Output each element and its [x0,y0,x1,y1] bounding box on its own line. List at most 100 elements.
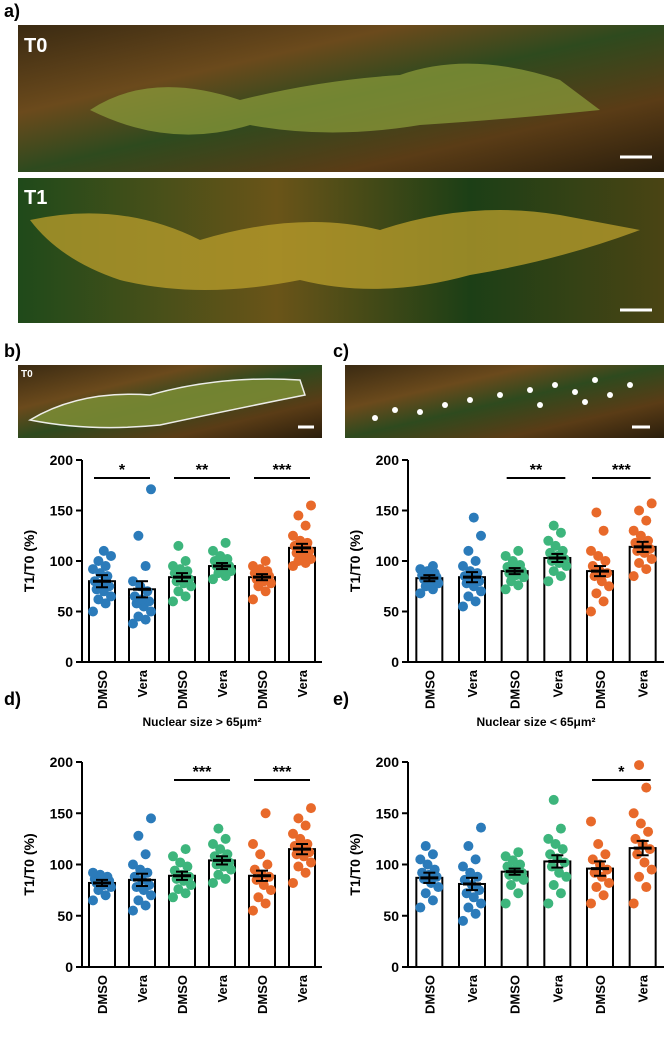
data-point [106,591,116,602]
data-point [470,908,481,919]
x-tick-label: Vera [636,669,651,697]
y-tick-label: 0 [391,959,399,975]
micrograph-b [18,365,322,438]
data-point [604,581,614,592]
x-tick-label: DMSO [255,975,270,1014]
data-point [106,550,116,561]
y-tick-label: 50 [383,604,399,620]
data-point [144,880,155,890]
data-point [306,857,316,868]
data-point [646,864,657,875]
data-point [586,606,596,617]
micrograph-t1 [18,178,664,323]
data-point [260,586,271,597]
data-point [293,813,304,824]
panel-label: c) [333,341,349,361]
significance-label: * [618,764,625,781]
data-point [140,561,151,572]
y-tick-label: 150 [50,503,74,519]
data-point [470,556,481,566]
data-point [209,851,220,862]
data-point [593,550,604,561]
data-point [500,851,511,862]
y-tick-label: 50 [383,908,399,924]
data-point [587,561,598,572]
data-point [463,841,474,852]
data-point [422,859,433,870]
data-point [146,606,156,617]
data-point [168,851,178,862]
data-point [641,515,652,526]
data-point [417,867,428,878]
data-point [630,833,641,844]
x-tick-label: DMSO [95,670,110,709]
data-point [513,888,524,899]
x-tick-label: DMSO [255,670,270,709]
data-point [128,618,138,629]
data-point [173,540,184,551]
x-tick-label: Vera [215,669,230,697]
data-point [632,849,643,860]
data-point [550,540,561,551]
image-label: T0 [21,369,33,380]
data-point [646,498,657,509]
x-tick-label: DMSO [175,670,190,709]
data-point [427,561,438,572]
x-tick-label: DMSO [593,975,608,1014]
data-point [208,839,218,849]
x-tick-label: Vera [465,974,480,1002]
data-point [545,849,556,860]
panel-label: e) [333,689,349,709]
data-point [88,895,98,906]
data-point [474,885,485,896]
x-tick-label: DMSO [175,975,190,1014]
data-point [220,833,231,844]
data-point [513,545,524,556]
chart-title: Nuclear size > 65μm² [142,715,261,729]
significance-label: * [119,462,126,479]
data-point [133,530,144,541]
data-point [596,576,607,587]
data-point [586,898,596,909]
data-point [548,880,559,890]
data-point [548,520,559,531]
data-point [507,556,518,566]
significance-label: *** [273,764,292,781]
data-point [220,537,231,548]
data-point [600,849,611,860]
data-point [415,854,426,865]
data-point [88,564,98,575]
data-point [587,854,598,865]
data-point [635,818,646,829]
x-tick-label: Vera [295,974,310,1002]
data-point [476,898,486,909]
data-point [168,892,178,903]
data-point [458,915,468,926]
significance-label: *** [193,764,212,781]
x-tick-label: DMSO [95,975,110,1014]
data-point [173,884,184,895]
data-point [591,588,602,599]
data-point [586,545,596,556]
x-tick-label: Vera [550,974,565,1002]
data-point [591,507,602,518]
data-point [208,877,218,888]
data-point [420,841,431,852]
data-point [293,510,304,521]
data-point [628,808,639,819]
data-point [641,882,652,893]
panel-label: d) [4,689,21,709]
data-point [260,898,271,909]
data-point [93,594,104,605]
x-tick-label: Vera [550,669,565,697]
y-tick-label: 0 [65,654,73,670]
data-point [100,561,111,572]
data-point [634,558,645,569]
x-tick-label: Vera [636,974,651,1002]
data-point [300,520,311,531]
data-point [293,861,304,872]
data-point [168,561,178,572]
data-point [458,561,468,572]
data-point [288,828,298,839]
data-point [463,545,474,556]
